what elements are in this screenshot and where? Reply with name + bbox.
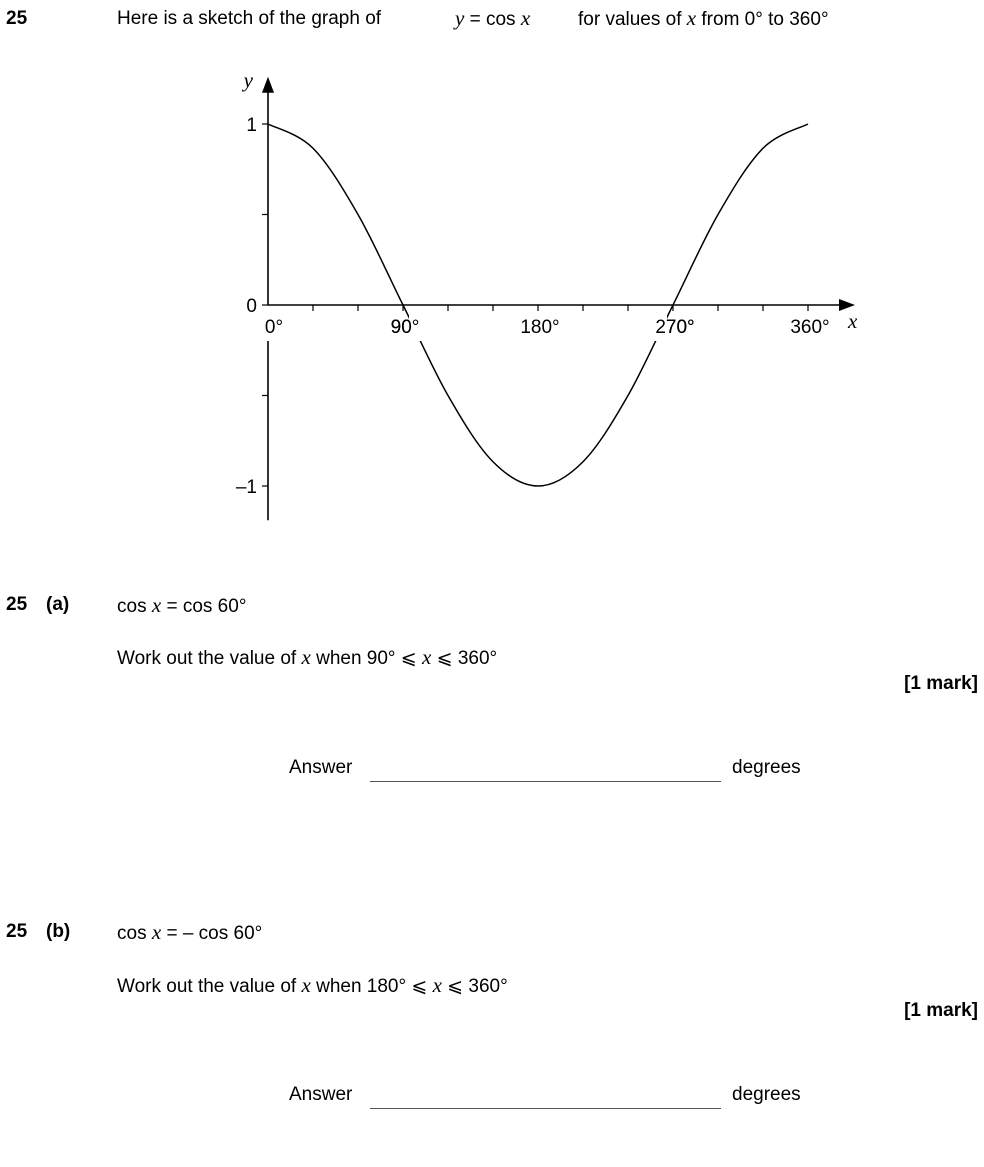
part-b-answer-unit: degrees	[732, 1084, 801, 1105]
part-a-marks: [1 mark]	[904, 673, 978, 694]
part-b-instr-mid: when 180° ⩽	[310, 976, 433, 997]
part-b-instr-var: x	[301, 973, 311, 997]
part-a-answer-unit: degrees	[732, 757, 801, 778]
part-b-eq-pre: cos	[117, 923, 152, 944]
range-pre: for values of	[578, 9, 682, 30]
part-b-equation: cos x = – cos 60°	[117, 920, 262, 945]
y-axis-label: y	[242, 68, 254, 92]
y-tick-label: 0	[246, 296, 257, 317]
x-axis-arrow	[839, 299, 855, 311]
x-tick-label: 360°	[790, 317, 829, 338]
part-a-instruction: Work out the value of x when 90° ⩽ x ⩽ 3…	[117, 645, 497, 670]
x-tick-label: 90°	[391, 317, 420, 338]
part-b-label: (b)	[46, 921, 71, 942]
part-b-eq-post: = – cos 60°	[161, 923, 263, 944]
part-a-answer-line[interactable]	[370, 781, 721, 782]
part-b-instr-post: ⩽ 360°	[441, 976, 508, 997]
part-a-number: 25	[6, 594, 28, 615]
part-a-instr-var: x	[301, 645, 311, 669]
y-tick-label: –1	[236, 477, 257, 498]
part-a-label: (a)	[46, 594, 70, 615]
x-tick-label: 270°	[655, 317, 694, 338]
range-post: from 0° to 360°	[701, 9, 829, 30]
part-a-answer-label: Answer	[289, 757, 353, 778]
question-equation: y = cos x	[455, 6, 530, 31]
part-b-instruction: Work out the value of x when 180° ⩽ x ⩽ …	[117, 973, 508, 998]
equation-mid: = cos	[464, 9, 521, 30]
question-intro: Here is a sketch of the graph of	[117, 8, 382, 29]
x-axis-label: x	[847, 309, 858, 333]
cosine-curve	[267, 123, 809, 487]
part-b-answer-label: Answer	[289, 1084, 353, 1105]
part-a-instr-var2: x	[422, 645, 432, 669]
x-tick-label: 0°	[265, 317, 283, 338]
equation-y: y	[455, 6, 465, 30]
part-a-eq-pre: cos	[117, 596, 152, 617]
part-a-instr-pre: Work out the value of	[117, 648, 302, 669]
part-b-instr-var2: x	[432, 973, 442, 997]
part-a-eq-var: x	[151, 593, 162, 617]
question-number: 25	[6, 8, 28, 29]
part-b-number: 25	[6, 921, 28, 942]
part-a-equation: cos x = cos 60°	[117, 593, 246, 618]
x-tick-label: 180°	[520, 317, 559, 338]
label-gap-270	[655, 315, 667, 341]
part-a-instr-post: ⩽ 360°	[431, 648, 498, 669]
part-b-answer-line[interactable]	[370, 1108, 721, 1109]
part-a-instr-mid: when 90° ⩽	[310, 648, 423, 669]
part-b-marks: [1 mark]	[904, 1000, 978, 1021]
y-tick-label: 1	[246, 115, 257, 136]
part-b-eq-var: x	[151, 920, 162, 944]
y-axis-arrow	[262, 76, 274, 93]
part-a-eq-post: = cos 60°	[161, 596, 247, 617]
range-var: x	[686, 6, 697, 30]
equation-x: x	[520, 6, 531, 30]
label-gap-90	[409, 315, 423, 341]
part-b-instr-pre: Work out the value of	[117, 976, 302, 997]
question-range: for values of x from 0° to 360°	[578, 6, 829, 31]
